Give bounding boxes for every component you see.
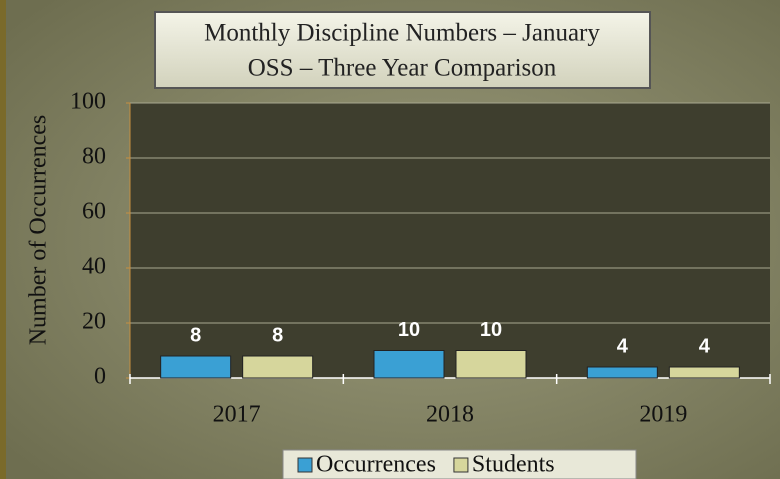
- y-tick-label: 20: [82, 309, 106, 335]
- data-label: 10: [480, 319, 502, 341]
- y-tick-label: 40: [82, 254, 106, 280]
- legend-swatch: [297, 457, 313, 473]
- y-tick-label: 0: [94, 364, 106, 390]
- bar: [586, 366, 658, 379]
- bar: [160, 355, 232, 379]
- title-box: [154, 11, 651, 89]
- plot-area: [130, 103, 770, 378]
- legend-swatch: [453, 457, 469, 473]
- x-tick-label: 2018: [426, 402, 474, 428]
- legend-label: Students: [472, 452, 555, 478]
- chart-title: Monthly Discipline Numbers – January: [204, 20, 600, 47]
- x-tick-label: 2017: [213, 402, 261, 428]
- y-tick-label: 100: [70, 89, 106, 115]
- y-tick-label: 80: [82, 144, 106, 170]
- data-label: 4: [617, 335, 629, 357]
- bar: [242, 355, 314, 379]
- bar: [373, 350, 445, 379]
- bar: [668, 366, 740, 379]
- y-axis-label: Number of Occurrences: [26, 115, 52, 346]
- data-label: 8: [190, 324, 201, 346]
- data-label: 4: [699, 335, 711, 357]
- bar: [455, 350, 527, 379]
- data-label: 10: [398, 319, 420, 341]
- left-edge: [0, 0, 6, 479]
- legend-label: Occurrences: [316, 452, 436, 478]
- chart-subtitle: OSS – Three Year Comparison: [248, 55, 557, 82]
- data-label: 8: [272, 324, 283, 346]
- x-tick-label: 2019: [639, 402, 687, 428]
- y-tick-label: 60: [82, 199, 106, 225]
